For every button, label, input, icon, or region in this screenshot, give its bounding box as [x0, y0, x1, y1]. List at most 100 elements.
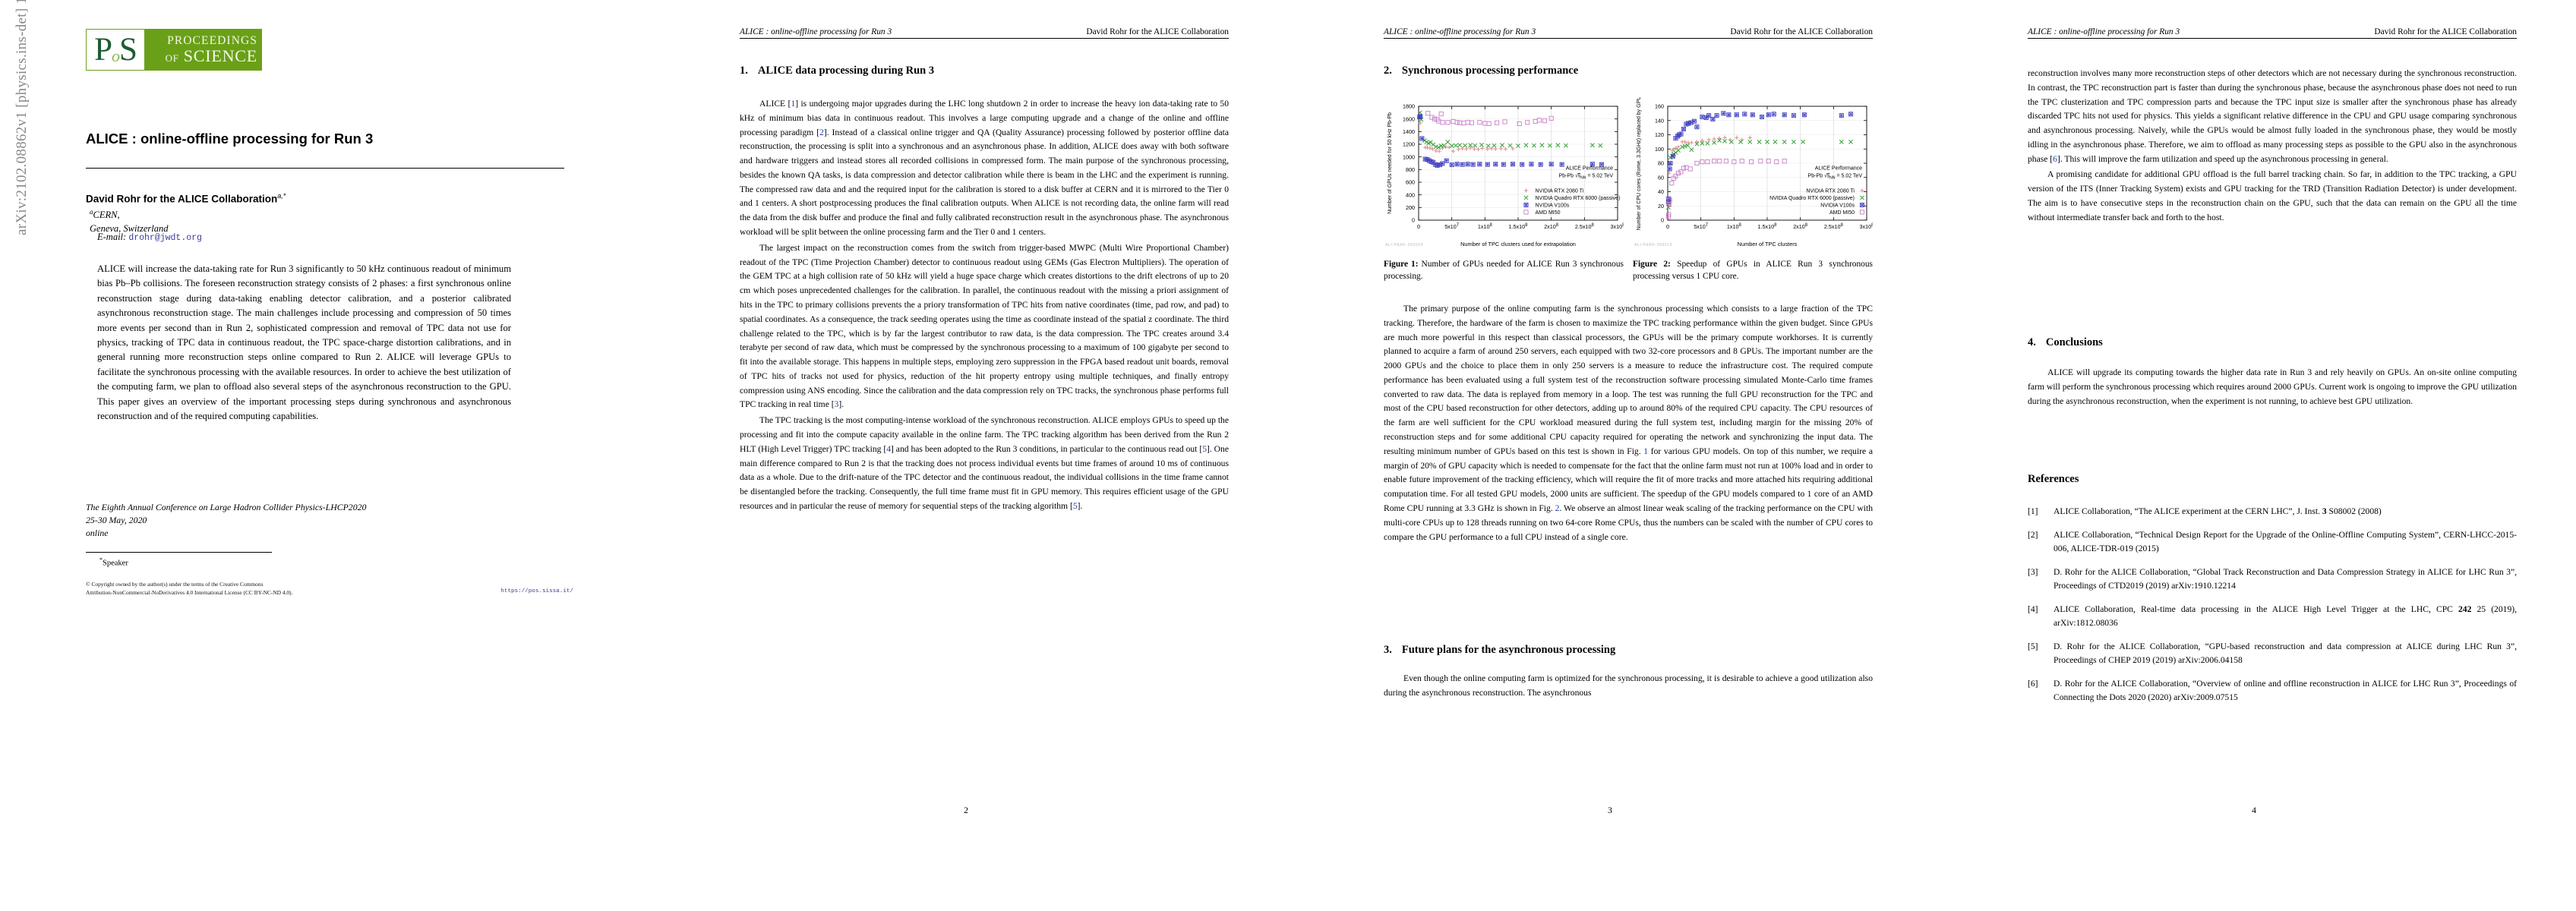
- figure-1-caption-text: Number of GPUs needed for ALICE Run 3 sy…: [1384, 260, 1624, 282]
- reference-number: [3]: [2028, 566, 2038, 577]
- svg-text:80: 80: [1658, 160, 1664, 167]
- references-heading: References: [2028, 471, 2517, 488]
- speaker-label: Speaker: [103, 559, 128, 568]
- svg-text:ALI-PERF-359024: ALI-PERF-359024: [1385, 243, 1423, 247]
- svg-text:5x107: 5x107: [1694, 223, 1709, 230]
- svg-text:2.5x108: 2.5x108: [1824, 223, 1844, 230]
- reference-text: ALICE Collaboration, Real-time data proc…: [2054, 604, 2517, 628]
- svg-text:1600: 1600: [1403, 115, 1415, 122]
- running-head-title: ALICE : online-offline processing for Ru…: [740, 27, 892, 36]
- reference-number: [6]: [2028, 678, 2038, 689]
- citation-link[interactable]: 2: [819, 127, 824, 137]
- running-head: ALICE : online-offline processing for Ru…: [2028, 27, 2517, 36]
- conference-venue: online: [86, 528, 109, 539]
- references-list: [1] ALICE Collaboration, “The ALICE exper…: [2028, 505, 2517, 714]
- conference-dates: 25-30 May, 2020: [86, 515, 147, 526]
- para-text: reconstruction involves many more recons…: [2028, 68, 2517, 164]
- running-head-author: David Rohr for the ALICE Collaboration: [1086, 27, 1229, 36]
- svg-text:NVIDIA Quadro RTX 6000 (passiv: NVIDIA Quadro RTX 6000 (passive): [1535, 196, 1620, 201]
- pos-logo-text: PoS: [94, 32, 137, 68]
- svg-text:600: 600: [1406, 179, 1415, 186]
- svg-text:1200: 1200: [1403, 141, 1415, 148]
- page-1: arXiv:2102.08862v1 [physics.ins-det] 17 …: [0, 0, 644, 911]
- svg-text:120: 120: [1655, 131, 1664, 138]
- svg-text:0: 0: [1661, 217, 1664, 224]
- author-affiliation-marker: a,*: [277, 192, 286, 200]
- para-text: ]. One main difference compared to Run 2…: [740, 443, 1229, 511]
- speaker-marker: *: [99, 556, 103, 563]
- svg-text:1x108: 1x108: [1727, 223, 1742, 230]
- svg-text:1400: 1400: [1403, 128, 1415, 135]
- svg-text:5x107: 5x107: [1444, 223, 1460, 230]
- reference-item: [4] ALICE Collaboration, Real-time data p…: [2028, 603, 2517, 630]
- paragraph: A promising candidate for additional GPU…: [2028, 169, 2517, 222]
- svg-text:NVIDIA V100s: NVIDIA V100s: [1820, 203, 1855, 208]
- paragraph: reconstruction involves many more recons…: [2028, 67, 2517, 166]
- page-2-body: ALICE [1] is undergoing major upgrades d…: [740, 97, 1229, 514]
- footnote-separator: [86, 552, 272, 553]
- citation-link[interactable]: 6: [2053, 153, 2057, 164]
- section-1-heading: 1. ALICE data processing during Run 3: [740, 62, 1229, 80]
- page-3-body: The primary purpose of the online comput…: [1384, 302, 1873, 544]
- citation-link[interactable]: 3: [834, 399, 839, 410]
- svg-text:ALICE Performance: ALICE Performance: [1815, 165, 1862, 171]
- reference-item: [3] D. Rohr for the ALICE Collaboration, …: [2028, 566, 2517, 593]
- paragraph: The largest impact on the reconstruction…: [740, 241, 1229, 412]
- reference-volume: 3: [2322, 506, 2327, 516]
- reference-number: [5]: [2028, 641, 2038, 651]
- section-2-title: Synchronous processing performance: [1401, 65, 1579, 77]
- page-4-body: reconstruction involves many more recons…: [2028, 67, 2517, 225]
- running-head-author: David Rohr for the ALICE Collaboration: [1730, 27, 1873, 36]
- email-label: E-mail:: [97, 232, 127, 242]
- email-link[interactable]: drohr@jwdt.org: [128, 233, 202, 243]
- para-text: ].: [838, 399, 844, 410]
- svg-text:0: 0: [1417, 223, 1420, 230]
- copyright-line-2: Attribution-NonCommercial-NoDerivatives …: [86, 588, 293, 596]
- figure-1-plot: 0 200 400 600 800 1000 1200 1400 1600 1800 0 5x107 1…: [1384, 97, 1624, 249]
- citation-link[interactable]: 5: [1072, 500, 1078, 511]
- figure-reference-link[interactable]: 2: [1555, 503, 1560, 513]
- figure-reference-link[interactable]: 1: [1643, 446, 1649, 456]
- svg-text:100: 100: [1655, 146, 1664, 153]
- page-number: 4: [2252, 805, 2256, 815]
- pos-wordmark-proceedings: PROCEEDINGS: [167, 34, 257, 48]
- running-head-rule: [740, 38, 1229, 39]
- running-head-author: David Rohr for the ALICE Collaboration: [2374, 27, 2517, 36]
- para-text: The primary purpose of the online comput…: [1384, 304, 1873, 456]
- svg-text:800: 800: [1406, 166, 1415, 173]
- svg-text:140: 140: [1655, 117, 1664, 124]
- page-3-body-2: Even though the online computing farm is…: [1384, 672, 1873, 701]
- section-4-number: 4.: [2028, 336, 2036, 348]
- svg-text:1x108: 1x108: [1478, 223, 1493, 230]
- citation-link[interactable]: 5: [1202, 443, 1207, 454]
- para-text: for various GPU models. On top of this n…: [1384, 446, 1873, 513]
- para-text: The TPC tracking is the most computing-i…: [740, 415, 1229, 454]
- svg-text:1000: 1000: [1403, 153, 1415, 160]
- svg-text:Pb-Pb √sNN = 5.02 TeV: Pb-Pb √sNN = 5.02 TeV: [1808, 172, 1863, 180]
- figure-2-caption-text: Speedup of GPUs in ALICE Run 3 synchrono…: [1633, 260, 1873, 282]
- running-head: ALICE : online-offline processing for Ru…: [740, 27, 1229, 36]
- svg-text:2x108: 2x108: [1544, 223, 1559, 230]
- reference-item: [2] ALICE Collaboration, “Technical Desig…: [2028, 528, 2517, 556]
- section-1-number: 1.: [740, 65, 748, 77]
- figure-2: 0 20 40 60 80 100 120 140 160 0 5x107 1x108 1.5x108 2…: [1633, 97, 1873, 249]
- pos-wordmark-science-text: SCIENCE: [183, 46, 257, 65]
- svg-text:ALI-PERF-359019: ALI-PERF-359019: [1634, 243, 1672, 247]
- author-line: David Rohr for the ALICE Collaborationa,…: [86, 192, 572, 205]
- citation-link[interactable]: 1: [791, 99, 796, 109]
- svg-text:1.5x108: 1.5x108: [1509, 223, 1529, 230]
- svg-text:200: 200: [1406, 204, 1415, 211]
- svg-text:20: 20: [1658, 203, 1664, 210]
- references-heading-text: References: [2028, 473, 2079, 485]
- pos-wordmark-science: OF SCIENCE: [166, 46, 257, 65]
- svg-text:40: 40: [1658, 188, 1664, 195]
- svg-text:400: 400: [1406, 191, 1415, 198]
- svg-text:Pb-Pb √sNN = 5.02 TeV: Pb-Pb √sNN = 5.02 TeV: [1559, 172, 1614, 180]
- svg-text:NVIDIA V100s: NVIDIA V100s: [1535, 203, 1569, 208]
- affiliation-marker: a: [90, 208, 93, 216]
- pos-url-link[interactable]: https://pos.sissa.it/: [500, 588, 573, 594]
- citation-link[interactable]: 4: [886, 443, 892, 454]
- reference-number: [1]: [2028, 506, 2038, 516]
- pos-logo-banner: PoS PROCEEDINGS OF SCIENCE: [86, 29, 262, 71]
